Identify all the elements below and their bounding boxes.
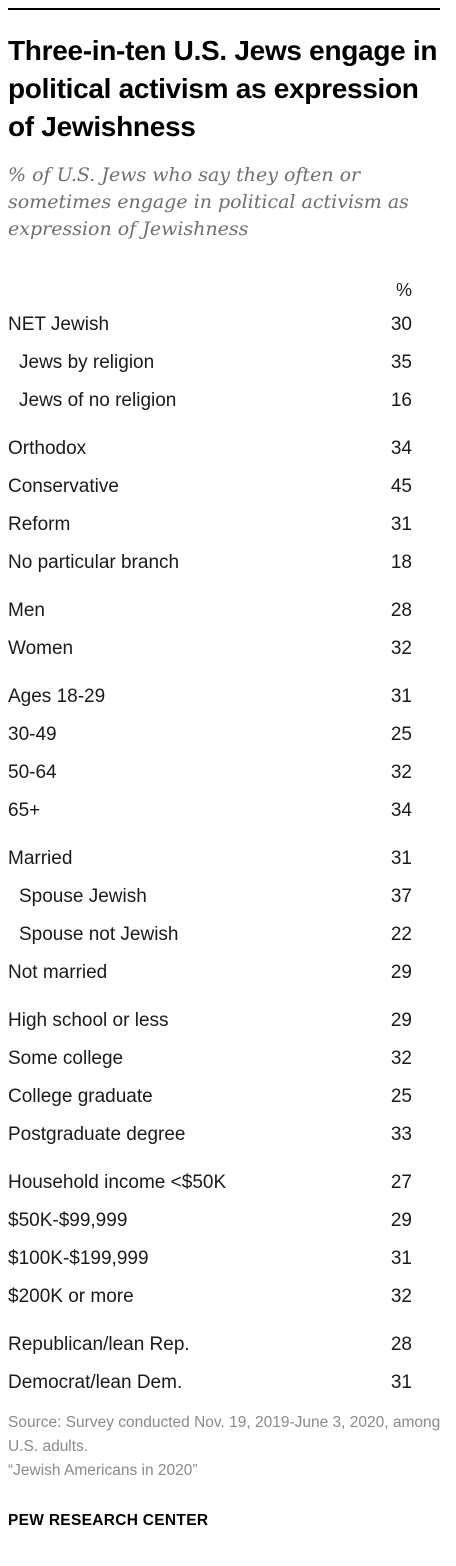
- row-value: 27: [390, 1172, 412, 1193]
- row-label: $50K-$99,999: [8, 1210, 128, 1231]
- row-label: Not married: [8, 962, 108, 983]
- row-label: Conservative: [8, 476, 119, 497]
- row-label: Women: [8, 638, 74, 659]
- row-value: 34: [390, 438, 412, 459]
- table-row: No particular branch 18: [0, 548, 456, 578]
- row-label: NET Jewish: [8, 314, 110, 335]
- table-row: Spouse not Jewish 22: [0, 920, 456, 950]
- pew-logo: PEW RESEARCH CENTER: [8, 1512, 209, 1529]
- row-value: 45: [390, 476, 412, 497]
- row-value: 31: [390, 514, 412, 535]
- table-row: Postgraduate degree 33: [0, 1120, 456, 1150]
- table-row: Democrat/lean Dem. 31: [0, 1368, 456, 1398]
- row-value: 25: [390, 1086, 412, 1107]
- table-row: Men 28: [0, 596, 456, 626]
- row-value: 32: [390, 762, 412, 783]
- table-row: Married 31: [0, 844, 456, 874]
- row-label: Reform: [8, 514, 71, 535]
- row-label: Household income <$50K: [8, 1172, 227, 1193]
- row-value: 18: [390, 552, 412, 573]
- row-label: Married: [8, 848, 73, 869]
- row-value: 31: [390, 1248, 412, 1269]
- row-label: $100K-$199,999: [8, 1248, 149, 1269]
- table-row: Spouse Jewish 37: [0, 882, 456, 912]
- row-value: 32: [390, 1286, 412, 1307]
- table-row: Reform 31: [0, 510, 456, 540]
- row-value: 37: [390, 886, 412, 907]
- row-value: 33: [390, 1124, 412, 1145]
- row-value: 32: [390, 638, 412, 659]
- row-value: 32: [390, 1048, 412, 1069]
- table-row: 30-49 25: [0, 720, 456, 750]
- row-label: Spouse not Jewish: [19, 924, 179, 945]
- row-label: Orthodox: [8, 438, 87, 459]
- row-label: College graduate: [8, 1086, 153, 1107]
- row-label: Men: [8, 600, 45, 621]
- row-value: 31: [390, 1372, 412, 1393]
- row-value: 29: [390, 1010, 412, 1031]
- table-row: Orthodox 34: [0, 434, 456, 464]
- row-label: $200K or more: [8, 1286, 134, 1307]
- row-value: 22: [390, 924, 412, 945]
- row-value: 28: [390, 600, 412, 621]
- table-row: Ages 18-29 31: [0, 682, 456, 712]
- row-label: Democrat/lean Dem.: [8, 1372, 183, 1393]
- row-label: 65+: [8, 800, 41, 821]
- row-label: 30-49: [8, 724, 57, 745]
- row-label: Jews of no religion: [19, 390, 177, 411]
- table-row: Not married 29: [0, 958, 456, 988]
- row-value: 30: [390, 314, 412, 335]
- row-value: 31: [390, 848, 412, 869]
- table-row: $200K or more 32: [0, 1282, 456, 1312]
- row-value: 31: [390, 686, 412, 707]
- table-row: High school or less 29: [0, 1006, 456, 1036]
- table-row: Some college 32: [0, 1044, 456, 1074]
- column-header: %: [395, 280, 412, 300]
- row-label: High school or less: [8, 1010, 169, 1031]
- source-text: Source: Survey conducted Nov. 19, 2019-J…: [8, 1414, 441, 1455]
- table-row: Jews of no religion 16: [0, 386, 456, 416]
- row-label: Ages 18-29: [8, 686, 106, 707]
- table-row: $100K-$199,999 31: [0, 1244, 456, 1274]
- top-rule: [8, 8, 440, 10]
- table-row: Women 32: [0, 634, 456, 664]
- table-row: $50K-$99,999 29: [0, 1206, 456, 1236]
- chart-subtitle: % of U.S. Jews who say they often or som…: [8, 164, 409, 240]
- row-label: Spouse Jewish: [19, 886, 147, 907]
- row-value: 29: [390, 962, 412, 983]
- table-row: Republican/lean Rep. 28: [0, 1330, 456, 1360]
- row-label: 50-64: [8, 762, 57, 783]
- report-title: “Jewish Americans in 2020”: [8, 1462, 198, 1479]
- row-label: Republican/lean Rep.: [8, 1334, 190, 1355]
- table-row: Jews by religion 35: [0, 348, 456, 378]
- table-row: 65+ 34: [0, 796, 456, 826]
- row-value: 28: [390, 1334, 412, 1355]
- table-row: Household income <$50K 27: [0, 1168, 456, 1198]
- row-value: 25: [390, 724, 412, 745]
- row-label: No particular branch: [8, 552, 180, 573]
- row-label: Postgraduate degree: [8, 1124, 186, 1145]
- table-row: NET Jewish 30: [0, 310, 456, 340]
- source-note: Source: Survey conducted Nov. 19, 2019-J…: [8, 1411, 444, 1483]
- row-label: Some college: [8, 1048, 124, 1069]
- table-row: Conservative 45: [0, 472, 456, 502]
- row-value: 29: [390, 1210, 412, 1231]
- row-label: Jews by religion: [19, 352, 155, 373]
- row-value: 35: [390, 352, 412, 373]
- table-row: College graduate 25: [0, 1082, 456, 1112]
- chart-title: Three-in-ten U.S. Jews engage in politic…: [8, 35, 438, 142]
- row-value: 34: [390, 800, 412, 821]
- table-row: 50-64 32: [0, 758, 456, 788]
- row-value: 16: [390, 390, 412, 411]
